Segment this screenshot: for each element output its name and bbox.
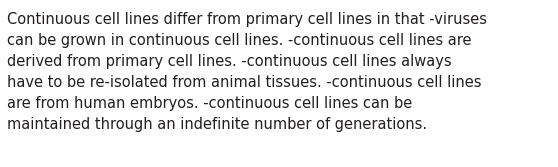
- Text: Continuous cell lines differ from primary cell lines in that -viruses
can be gro: Continuous cell lines differ from primar…: [7, 12, 487, 132]
